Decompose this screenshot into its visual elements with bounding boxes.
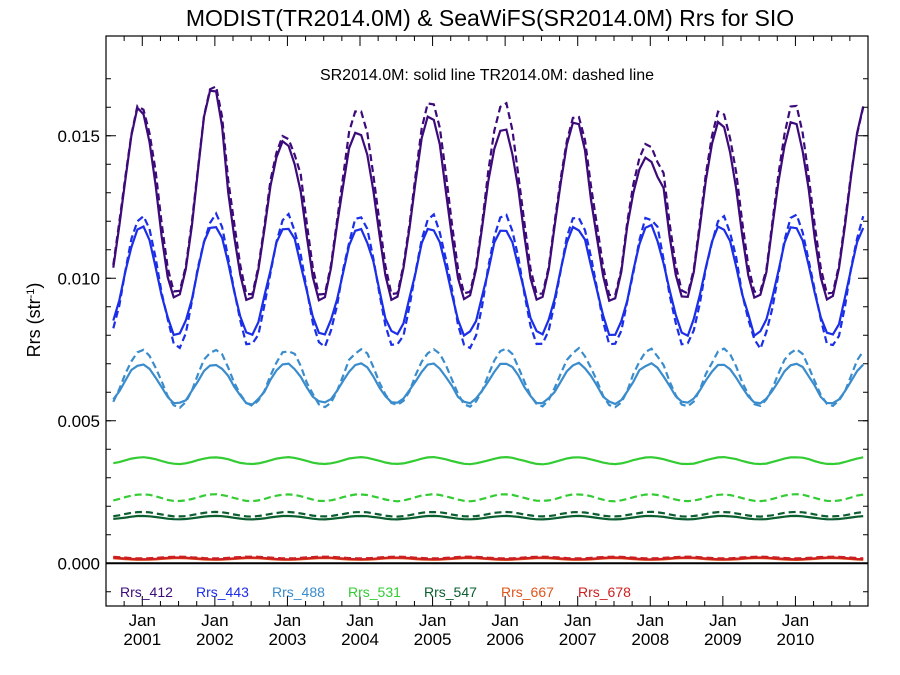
legend-label-rrs-678: Rrs_678 bbox=[578, 584, 631, 600]
x-tick-year: 2010 bbox=[777, 630, 815, 649]
x-tick-year: 2008 bbox=[631, 630, 669, 649]
x-tick-month: Jan bbox=[637, 611, 664, 630]
x-tick-month: Jan bbox=[419, 611, 446, 630]
series-line-rrs-488-dashed bbox=[112, 346, 865, 410]
x-tick-month: Jan bbox=[346, 611, 373, 630]
y-axis-label: Rrs (str-1) bbox=[24, 283, 44, 358]
legend-label-rrs-667: Rrs_667 bbox=[501, 584, 554, 600]
x-tick-year: 2009 bbox=[704, 630, 742, 649]
series-line-rrs-547-solid bbox=[113, 514, 864, 521]
x-tick-month: Jan bbox=[129, 611, 156, 630]
legend-label-rrs-547: Rrs_547 bbox=[424, 584, 477, 600]
x-tick-year: 2007 bbox=[559, 630, 597, 649]
x-tick-year: 2003 bbox=[269, 630, 307, 649]
x-axis-ticks: Jan2001Jan2002Jan2003Jan2004Jan2005Jan20… bbox=[123, 36, 851, 649]
series-line-rrs-531-solid bbox=[113, 455, 864, 466]
legend-label-rrs-412: Rrs_412 bbox=[120, 584, 173, 600]
x-tick-month: Jan bbox=[491, 611, 518, 630]
y-tick-label: 0.010 bbox=[57, 269, 100, 288]
x-tick-year: 2001 bbox=[123, 630, 161, 649]
y-tick-label: 0.005 bbox=[57, 412, 100, 431]
series-lines bbox=[112, 84, 865, 562]
legend-label-rrs-531: Rrs_531 bbox=[348, 584, 401, 600]
legend: Rrs_412 Rrs_443 Rrs_488 Rrs_531 Rrs_547 Rrs_6… bbox=[120, 584, 631, 600]
x-tick-month: Jan bbox=[201, 611, 228, 630]
series-line-rrs-547-dashed bbox=[113, 510, 864, 518]
x-tick-year: 2006 bbox=[486, 630, 524, 649]
x-tick-month: Jan bbox=[274, 611, 301, 630]
x-tick-month: Jan bbox=[782, 611, 809, 630]
legend-label-rrs-488: Rrs_488 bbox=[272, 584, 325, 600]
x-tick-month: Jan bbox=[709, 611, 736, 630]
y-tick-label: 0.015 bbox=[57, 127, 100, 146]
x-tick-year: 2005 bbox=[414, 630, 452, 649]
series-line-rrs-488-solid bbox=[112, 361, 865, 406]
chart-title: MODIST(TR2014.0M) & SeaWiFS(SR2014.0M) R… bbox=[186, 5, 794, 31]
series-line-rrs-443-dashed bbox=[112, 211, 865, 352]
x-tick-year: 2004 bbox=[341, 630, 379, 649]
legend-label-rrs-443: Rrs_443 bbox=[196, 584, 249, 600]
x-tick-year: 2002 bbox=[196, 630, 234, 649]
chart-annotation: SR2014.0M: solid line TR2014.0M: dashed … bbox=[320, 67, 654, 84]
series-line-rrs-412-dashed bbox=[112, 84, 865, 297]
series-line-rrs-678-dashed bbox=[113, 555, 864, 560]
y-axis-ticks: 0.000 0.005 0.010 0.015 bbox=[57, 78, 868, 593]
y-tick-label: 0.000 bbox=[57, 554, 100, 573]
x-tick-month: Jan bbox=[564, 611, 591, 630]
series-line-rrs-412-solid bbox=[112, 89, 865, 303]
series-line-rrs-531-dashed bbox=[113, 492, 864, 503]
